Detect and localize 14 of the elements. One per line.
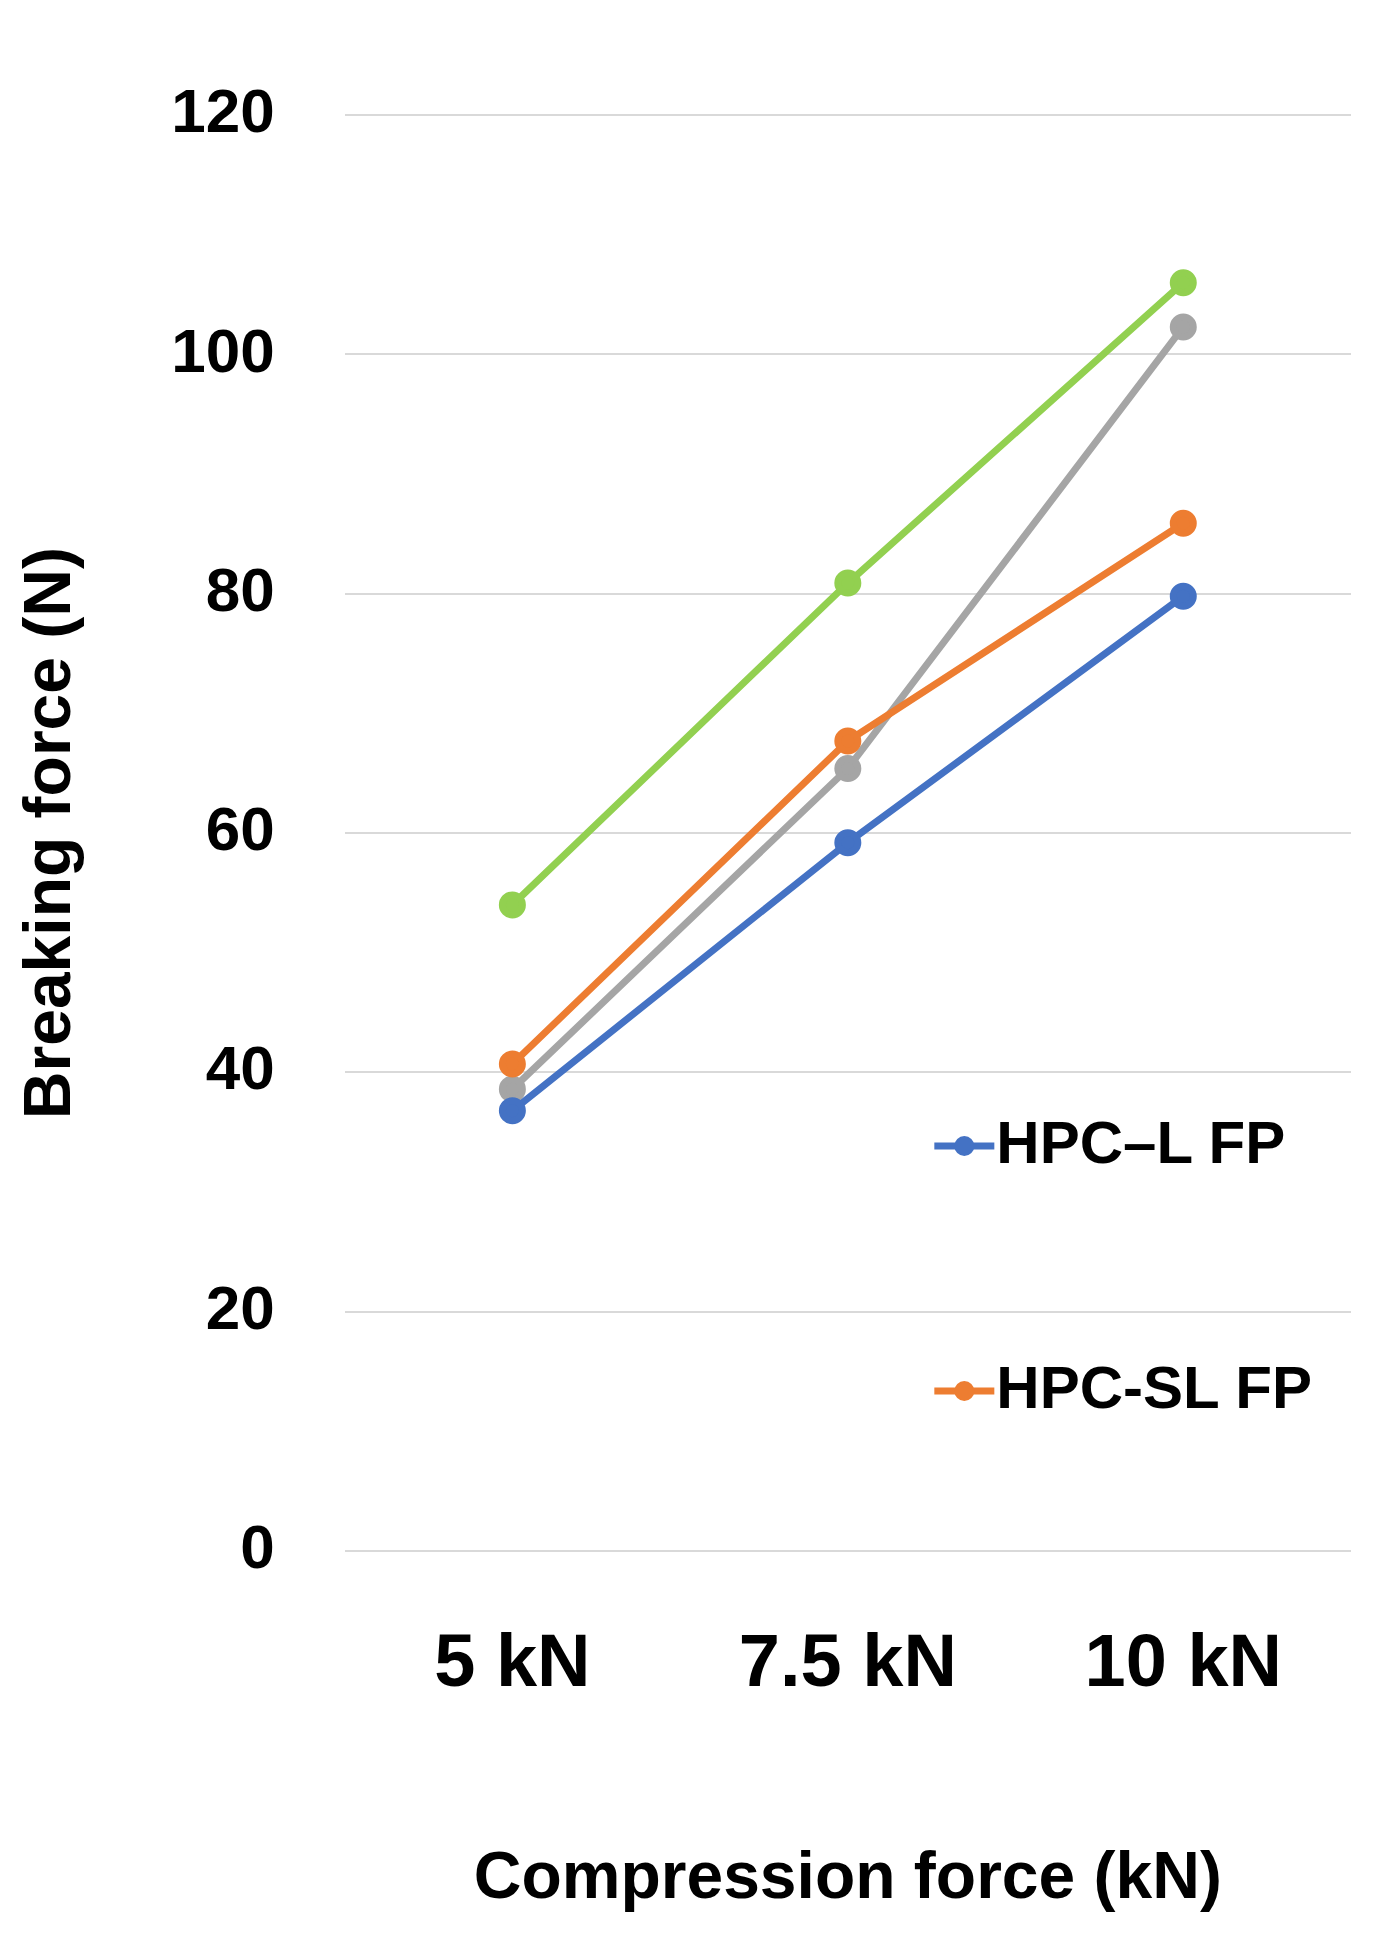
y-tick-label: 60 xyxy=(205,794,275,864)
x-tick-label: 5 kN xyxy=(434,1618,591,1702)
y-axis-title: Breaking force (N) xyxy=(9,547,84,1120)
x-axis-title: Compression force (kN) xyxy=(473,1837,1222,1912)
y-tick-label: 120 xyxy=(171,76,275,146)
x-tick-label: 10 kN xyxy=(1084,1618,1283,1702)
legend-label: HPC-SL FP xyxy=(996,1353,1312,1421)
y-tick-label: 40 xyxy=(205,1033,275,1103)
legend-label: HPC–L FP xyxy=(996,1108,1286,1176)
x-tick-label: 7.5 kN xyxy=(738,1618,957,1702)
y-tick-label: 0 xyxy=(240,1512,275,1582)
y-tick-label: 80 xyxy=(205,554,275,624)
y-tick-label: 20 xyxy=(205,1272,275,1342)
y-tick-label: 100 xyxy=(171,315,275,385)
